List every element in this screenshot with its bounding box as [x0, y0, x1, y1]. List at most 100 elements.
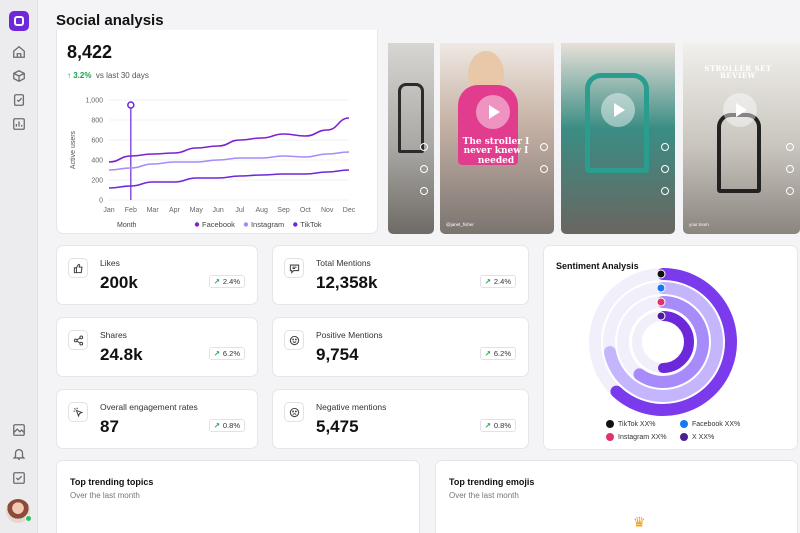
- up-arrow-icon: ↑: [67, 71, 71, 80]
- x-tick-label: Apr: [169, 207, 181, 214]
- stat-delta: 0.8%: [222, 421, 240, 430]
- home-icon[interactable]: [11, 44, 27, 60]
- smile-icon: [284, 330, 304, 350]
- series-line-tiktok: [108, 169, 350, 189]
- trend-up-icon: ↗: [484, 277, 491, 286]
- trending-emojis-subtitle: Over the last month: [449, 491, 519, 500]
- video-thumbnail-2[interactable]: The stroller I never knew I needed @jane…: [440, 43, 554, 234]
- likes-card: Likes 200k ↗ 2.4%: [56, 245, 258, 305]
- active-users-card: 1,000 800 600 400 200 0 Active users Jan Feb Mar A…: [56, 30, 378, 234]
- share-icon[interactable]: [786, 187, 794, 195]
- y-tick-label: 200: [91, 178, 103, 185]
- video-overlay-text: STROLLER SET REVIEW: [704, 64, 772, 81]
- legend-label-instagram: Instagram: [251, 220, 284, 229]
- pointer-icon: [68, 402, 88, 422]
- trend-up-icon: ↗: [484, 349, 491, 358]
- stat-delta: 0.8%: [493, 421, 511, 430]
- bar-chart-icon[interactable]: [11, 116, 27, 132]
- legend-label: Facebook XX%: [692, 420, 741, 428]
- video-thumbnail-1[interactable]: [388, 43, 434, 234]
- online-status-indicator: [25, 515, 32, 522]
- active-users-delta-text: vs last 30 days: [95, 71, 149, 80]
- video-thumbnail-4[interactable]: STROLLER SET REVIEW your.mom: [683, 43, 800, 234]
- ring-arc: [658, 311, 694, 373]
- stat-delta: 2.4%: [493, 277, 511, 286]
- stat-value: 24.8k: [100, 345, 143, 364]
- legend-tiktok: TikTok XX%: [606, 420, 655, 428]
- trend-up-icon: ↗: [213, 421, 220, 430]
- comment-icon[interactable]: [786, 165, 794, 173]
- comment-icon[interactable]: [420, 165, 428, 173]
- stat-delta-badge: ↗ 2.4%: [479, 275, 516, 288]
- trend-up-icon: ↗: [213, 277, 220, 286]
- y-tick-label: 800: [91, 118, 103, 125]
- stat-value: 9,754: [316, 345, 359, 364]
- sentiment-analysis-card: Sentiment Analysis TikTok XX% Facebook X…: [543, 245, 798, 450]
- sentiment-title: Sentiment Analysis: [556, 261, 639, 271]
- y-tick-label: 400: [91, 158, 103, 165]
- stat-delta-badge: ↗ 0.8%: [479, 419, 516, 432]
- annotation-point: [127, 101, 135, 109]
- like-icon[interactable]: [661, 143, 669, 151]
- shirt-shape: [458, 85, 518, 165]
- checkbox-icon[interactable]: [11, 470, 27, 486]
- play-icon[interactable]: [476, 95, 510, 129]
- legend-label: Instagram XX%: [618, 433, 667, 441]
- app-logo[interactable]: [9, 11, 29, 31]
- play-icon[interactable]: [723, 93, 757, 127]
- trending-emojis-title: Top trending emojis: [449, 477, 535, 487]
- ring-arc: [633, 296, 709, 388]
- share-icon[interactable]: [420, 187, 428, 195]
- frown-icon: [284, 402, 304, 422]
- video-caption: your.mom: [689, 222, 709, 228]
- bell-icon[interactable]: [11, 446, 27, 462]
- like-icon[interactable]: [420, 143, 428, 151]
- image-icon[interactable]: [11, 422, 27, 438]
- trending-topics-subtitle: Over the last month: [70, 491, 140, 500]
- trend-up-icon: ↗: [484, 421, 491, 430]
- box-icon[interactable]: [11, 68, 27, 84]
- x-tick-label: Mar: [147, 207, 160, 214]
- stat-label: Total Mentions: [316, 258, 371, 268]
- play-icon[interactable]: [601, 93, 635, 127]
- facebook-icon: [680, 420, 688, 428]
- stat-value: 87: [100, 417, 119, 436]
- x-tick-label: Jun: [212, 207, 223, 214]
- trending-topics-title: Top trending topics: [70, 477, 154, 487]
- stat-label: Shares: [100, 330, 127, 340]
- trending-emojis-card: Top trending emojis Over the last month …: [435, 460, 798, 533]
- active-users-chart: 1,000 800 600 400 200 0 Active users Jan Feb Mar A…: [70, 98, 356, 230]
- trending-topics-card: Top trending topics Over the last month: [56, 460, 420, 533]
- x-tick-label: Jan: [103, 207, 114, 214]
- stat-delta-badge: ↗ 6.2%: [208, 347, 245, 360]
- like-icon[interactable]: [540, 143, 548, 151]
- stroller-shape: [398, 83, 424, 153]
- comment-icon[interactable]: [661, 165, 669, 173]
- legend-label: X XX%: [692, 433, 715, 441]
- like-icon[interactable]: [786, 143, 794, 151]
- video-thumbnail-3[interactable]: [561, 43, 675, 234]
- share-icon[interactable]: [661, 187, 669, 195]
- stat-delta-badge: ↗ 0.8%: [208, 419, 245, 432]
- clipboard-icon[interactable]: [11, 92, 27, 108]
- legend-dot-facebook: [194, 222, 200, 227]
- stat-value: 5,475: [316, 417, 359, 436]
- x-axis-label: Month: [117, 222, 137, 229]
- tiktok-icon: [656, 269, 666, 279]
- y-tick-label: 600: [91, 138, 103, 145]
- stat-delta: 2.4%: [222, 277, 240, 286]
- tiktok-icon: [606, 420, 614, 428]
- comment-icon[interactable]: [540, 165, 548, 173]
- legend-instagram: Instagram XX%: [606, 433, 667, 441]
- x-icon: [656, 311, 666, 321]
- legend-label-facebook: Facebook: [202, 220, 235, 229]
- stat-label: Overall engagement rates: [100, 402, 198, 412]
- negative-mentions-card: Negative mentions 5,475 ↗ 0.8%: [272, 389, 529, 449]
- x-tick-label: Dec: [343, 207, 356, 214]
- x-tick-label: Jul: [235, 207, 244, 214]
- stroller-shape: [585, 73, 649, 173]
- legend-label-tiktok: TikTok: [300, 220, 322, 229]
- ring-arc: [610, 268, 737, 416]
- total-mentions-card: Total Mentions 12,358k ↗ 2.4%: [272, 245, 529, 305]
- stat-value: 200k: [100, 273, 138, 292]
